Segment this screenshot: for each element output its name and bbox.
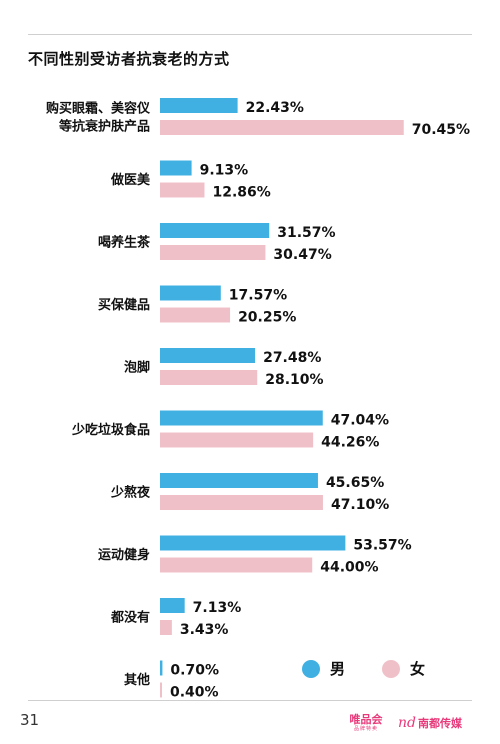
bar-male	[160, 223, 270, 238]
value-label-male: 9.13%	[200, 163, 249, 179]
value-label-male: 7.13%	[193, 600, 242, 616]
bar-female	[160, 370, 258, 385]
value-label-male: 17.57%	[229, 288, 287, 304]
value-label-female: 12.86%	[212, 185, 270, 201]
category-label: 运动健身	[98, 547, 150, 563]
bar-male	[160, 285, 221, 301]
value-label-female: 28.10%	[265, 372, 323, 388]
category-label: 购买眼霜、美容仪	[46, 101, 151, 117]
bar-male	[160, 598, 185, 613]
top-rule	[28, 34, 472, 35]
page-title: 不同性别受访者抗衰老的方式	[28, 50, 230, 68]
bar-female	[160, 620, 172, 635]
category-label: 都没有	[110, 610, 150, 626]
value-label-male: 27.48%	[263, 350, 321, 366]
bar-male	[160, 98, 238, 113]
value-label-female: 44.26%	[321, 435, 379, 451]
bar-male	[160, 160, 192, 176]
value-label-female: 44.00%	[320, 560, 378, 576]
bar-male	[160, 473, 318, 488]
value-label-female: 20.25%	[238, 310, 296, 326]
category-label: 少吃垃圾食品	[71, 422, 150, 438]
category-label: 其他	[124, 672, 150, 688]
value-label-female: 30.47%	[273, 247, 331, 263]
bar-female	[160, 682, 162, 698]
bar-female	[160, 495, 323, 510]
legend-female-label: 女	[410, 660, 426, 678]
vip-logo: 唯品会 品牌特卖	[349, 713, 383, 733]
bar-male	[160, 660, 163, 676]
nandu-logo: nd 南都传媒	[398, 715, 462, 731]
bar-female	[160, 182, 205, 198]
page-number: 31	[20, 711, 40, 729]
value-label-male: 22.43%	[246, 100, 304, 116]
category-label: 等抗衰护肤产品	[58, 119, 150, 135]
bar-female	[160, 307, 231, 323]
value-label-male: 31.57%	[277, 225, 335, 241]
value-label-female: 3.43%	[180, 622, 229, 638]
bar-female	[160, 120, 404, 135]
legend-female: 女	[382, 658, 425, 679]
value-label-male: 47.04%	[331, 413, 389, 429]
legend-male-swatch	[302, 659, 320, 678]
bar-female	[160, 432, 314, 448]
value-label-male: 45.65%	[326, 475, 384, 491]
bar-male	[160, 348, 256, 363]
value-label-female: 0.40%	[170, 685, 219, 701]
category-label: 买保健品	[98, 297, 150, 313]
bar-male	[160, 410, 323, 426]
value-label-female: 47.10%	[331, 497, 389, 513]
value-label-male: 53.57%	[353, 538, 411, 554]
category-label: 喝养生茶	[98, 235, 151, 251]
legend-male: 男	[302, 658, 345, 679]
value-label-male: 0.70%	[170, 663, 219, 679]
bar-male	[160, 535, 346, 551]
legend-male-label: 男	[330, 660, 346, 678]
bottom-rule	[28, 700, 472, 701]
category-label: 泡脚	[124, 360, 150, 376]
legend-female-swatch	[382, 659, 400, 678]
bar-female	[160, 245, 266, 260]
bar-female	[160, 557, 313, 573]
value-label-female: 70.45%	[412, 122, 470, 138]
category-label: 做医美	[110, 172, 151, 188]
category-label: 少熬夜	[110, 485, 151, 501]
